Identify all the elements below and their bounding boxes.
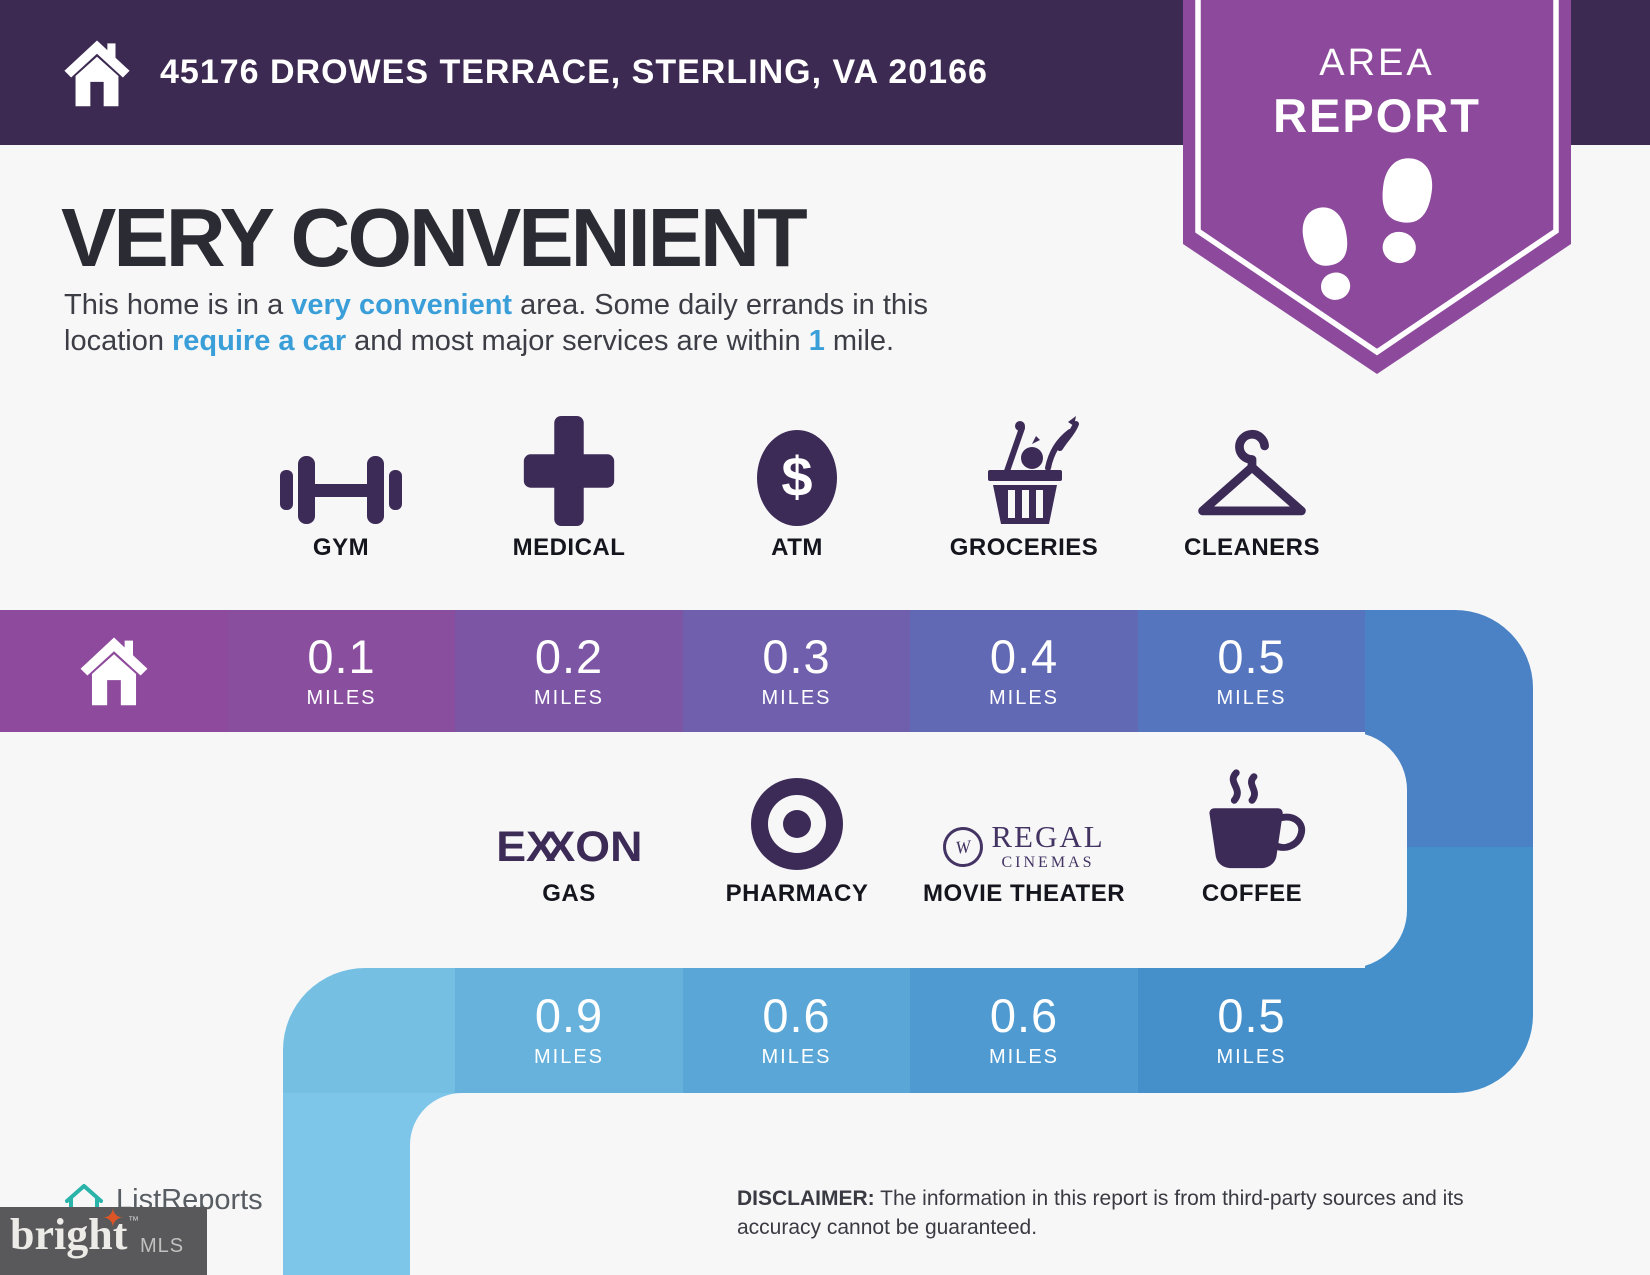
category-label: ATM (771, 534, 823, 561)
distance-cell-gas: 0.9 MILES (455, 968, 683, 1093)
intro-highlight-require-a-car: require a car (172, 325, 347, 357)
category-pharmacy: PHARMACY (687, 748, 907, 913)
hanger-icon (1189, 402, 1315, 534)
category-coffee: COFFEE (1142, 748, 1362, 913)
bright-mls-logo: bright ✦ ™ MLS (0, 1203, 207, 1275)
distance-cell-movie-theater: 0.6 MILES (910, 968, 1138, 1093)
distance-unit: MILES (1216, 1046, 1287, 1068)
category-groceries: GROCERIES (914, 402, 1134, 567)
distance-value: 0.1 (307, 629, 376, 683)
dumbbell-icon (276, 402, 406, 534)
category-label: MOVIE THEATER (922, 880, 1126, 907)
distance-unit: MILES (761, 1046, 832, 1068)
distance-cell-groceries: 0.4 MILES (910, 610, 1138, 732)
page-title: VERY CONVENIENT (61, 191, 808, 284)
disclaimer-text: The information in this report is from t… (737, 1187, 1464, 1239)
distance-cell-coffee: 0.5 MILES (1138, 968, 1365, 1093)
regal-logo-text: REGAL (991, 819, 1105, 854)
category-label: COFFEE (1201, 880, 1303, 907)
distance-unit: MILES (988, 1046, 1060, 1068)
category-movie-theater: W REGAL CINEMAS MOVIE THEATER (914, 748, 1134, 913)
distance-value: 0.3 (762, 629, 831, 683)
trademark-symbol: ™ (128, 1215, 139, 1227)
intro-text: and most major services are within (346, 325, 809, 357)
distance-unit: MILES (761, 686, 832, 709)
intro-paragraph: This home is in a very convenient area. … (64, 287, 928, 359)
disclaimer-label: DISCLAIMER: (737, 1187, 875, 1210)
intro-text: This home is in a (64, 289, 292, 321)
distance-unit: MILES (533, 686, 605, 709)
exxon-logo: EXXON (495, 748, 643, 880)
regal-cinemas-logo: W REGAL CINEMAS (941, 748, 1105, 880)
badge-title-line2: REPORT (1273, 89, 1481, 142)
distance-value: 0.4 (989, 629, 1059, 683)
dollar-circle-icon: $ (757, 402, 837, 534)
regal-mark-icon: W (941, 824, 986, 869)
category-label: GAS (542, 880, 596, 907)
bright-star-icon: ✦ (102, 1203, 124, 1233)
category-cleaners: CLEANERS (1142, 402, 1362, 567)
target-logo (749, 748, 845, 880)
distance-cell-cleaners: 0.5 MILES (1138, 610, 1365, 732)
distance-value: 0.5 (1217, 989, 1286, 1042)
distance-cell-pharmacy: 0.6 MILES (683, 968, 910, 1093)
route-inner-corner-mask-bottom-left (410, 1093, 710, 1275)
category-label: PHARMACY (725, 880, 869, 907)
distance-unit: MILES (306, 686, 377, 709)
home-icon (64, 39, 130, 106)
route-left-turn (283, 968, 455, 1093)
category-label: GYM (312, 534, 370, 561)
property-address: 45176 DROWES TERRACE, STERLING, VA 20166 (160, 53, 988, 91)
intro-text: mile. (824, 325, 895, 357)
distance-value: 0.6 (762, 989, 831, 1042)
distance-value: 0.5 (1217, 629, 1286, 683)
badge-shield-shape (1183, 0, 1571, 374)
category-gas: EXXON GAS (459, 748, 679, 913)
distance-cell-medical: 0.2 MILES (455, 610, 683, 732)
medical-cross-icon (523, 402, 615, 534)
distance-cell-gym: 0.1 MILES (228, 610, 455, 732)
intro-highlight-very-convenient: very convenient (291, 289, 513, 321)
distance-unit: MILES (533, 1046, 605, 1068)
exxon-logo-text: XON (545, 823, 643, 871)
distance-value: 0.6 (989, 989, 1059, 1042)
category-label: GROCERIES (949, 534, 1099, 561)
disclaimer: DISCLAIMER: The information in this repo… (737, 1184, 1542, 1242)
area-report-badge: AREA REPORT (1183, 0, 1571, 382)
category-label: MEDICAL (512, 534, 626, 561)
category-gym: GYM (231, 402, 451, 567)
distance-value: 0.9 (534, 989, 604, 1042)
regal-logo-text: CINEMAS (1001, 854, 1095, 871)
svg-text:$: $ (781, 445, 812, 508)
grocery-basket-icon (968, 402, 1080, 534)
footprints-icon (1302, 158, 1433, 300)
home-icon (80, 637, 148, 706)
distance-cell-atm: 0.3 MILES (683, 610, 910, 732)
coffee-cup-icon (1193, 748, 1311, 880)
exxon-logo-text: EX (495, 823, 556, 871)
intro-text: location (64, 325, 173, 357)
mls-logo-text: MLS (140, 1235, 185, 1257)
distance-unit: MILES (988, 686, 1060, 709)
category-label: CLEANERS (1183, 534, 1320, 561)
distance-value: 0.2 (534, 629, 604, 683)
home-segment (0, 610, 228, 732)
badge-title-line1: AREA (1319, 42, 1435, 84)
category-medical: MEDICAL (459, 402, 679, 567)
distance-unit: MILES (1216, 686, 1287, 709)
intro-text: area. Some daily errands in this (512, 289, 928, 321)
intro-highlight-1: 1 (808, 325, 825, 357)
category-atm: $ ATM (687, 402, 907, 567)
bright-logo-text: bright (10, 1210, 128, 1259)
